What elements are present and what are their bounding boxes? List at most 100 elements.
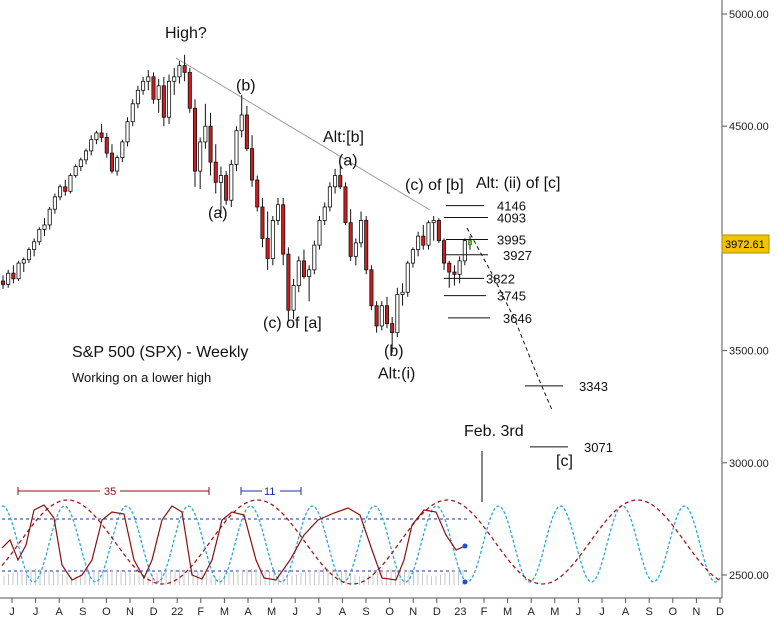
short-cycle-wave	[1, 505, 721, 583]
candle	[234, 126, 239, 172]
x-tick-label: A	[528, 606, 536, 618]
candle-body	[421, 235, 426, 246]
candle	[301, 249, 306, 279]
candle	[276, 198, 281, 225]
candle-body	[120, 141, 125, 159]
candle-body	[239, 114, 244, 132]
candle-body	[452, 271, 457, 275]
candle	[343, 182, 348, 225]
candle	[73, 164, 78, 178]
x-tick-label: N	[126, 606, 134, 618]
wave-label: [c]	[556, 453, 573, 470]
candle	[104, 132, 109, 158]
candle-body	[141, 80, 146, 91]
candle	[63, 180, 68, 196]
candle	[452, 265, 457, 286]
last-price-label: 3972.61	[725, 239, 765, 251]
indicator-histogram	[3, 569, 464, 585]
wave-label: Alt:(i)	[378, 366, 415, 383]
candle	[213, 144, 218, 194]
candle-body	[426, 222, 431, 246]
candle	[224, 171, 229, 205]
candle	[390, 316, 395, 353]
candle	[255, 175, 260, 212]
candle-body	[99, 132, 104, 138]
candle-body	[187, 71, 192, 109]
candle	[410, 247, 415, 268]
candle-body	[84, 150, 89, 161]
candle-body	[281, 204, 286, 255]
candle-body	[37, 229, 42, 243]
candle-body	[369, 269, 374, 307]
candle-body	[338, 175, 343, 188]
x-tick-label: M	[220, 606, 229, 618]
candle-body	[447, 262, 452, 273]
x-tick-label: A	[622, 606, 630, 618]
candle-body	[6, 272, 11, 285]
x-tick-label: N	[409, 606, 417, 618]
candle-body	[333, 175, 338, 188]
oscillator-end-dot-lower	[462, 579, 468, 585]
candle-body	[52, 196, 57, 210]
candle-body	[109, 152, 114, 172]
x-tick-label: J	[9, 606, 15, 618]
candle	[141, 76, 146, 95]
candle-body	[42, 224, 47, 230]
candle	[317, 215, 322, 250]
candle	[307, 265, 312, 302]
x-axis-ticks: J J A S O N D 22 F M A M J J A S O N D 23 F M A M J J A S O N D	[9, 598, 724, 618]
candle-body	[431, 220, 436, 224]
candle-body	[192, 107, 197, 172]
level-label-4093: 4093	[497, 211, 526, 226]
candle-body	[327, 186, 332, 208]
candle-body	[32, 241, 37, 251]
candle	[208, 112, 213, 176]
chart-subtitle: Working on a lower high	[72, 370, 211, 385]
candle-body	[343, 186, 348, 224]
x-tick-label: J	[599, 606, 605, 618]
cycle-11-label-bg	[262, 485, 280, 497]
x-tick-label: O	[669, 606, 678, 618]
candle-body	[198, 141, 203, 172]
candle	[115, 155, 120, 176]
candle	[374, 301, 379, 333]
wave-label: Feb. 3rd	[464, 423, 524, 440]
candle-body	[301, 260, 306, 277]
level-label-3646: 3646	[503, 311, 532, 326]
candle-body	[130, 103, 135, 123]
candle	[442, 238, 447, 270]
x-tick-label: J	[576, 606, 582, 618]
candle	[462, 238, 467, 266]
candle	[182, 54, 187, 82]
candle-body	[364, 220, 369, 271]
candle-body	[167, 80, 172, 118]
candle	[135, 85, 140, 109]
candle	[89, 135, 94, 156]
candle-body	[312, 244, 317, 271]
candle	[260, 198, 265, 248]
candle-body	[208, 125, 213, 163]
candle	[16, 260, 21, 282]
candle	[359, 211, 364, 248]
candle-body	[94, 132, 99, 141]
wave-label: (c) of [b]	[405, 177, 464, 194]
cycle-35-label: 35	[104, 486, 116, 498]
candle	[338, 165, 343, 190]
y-tick-label: 3000.00	[729, 458, 769, 470]
x-tick-label: S	[646, 606, 653, 618]
candle	[84, 148, 89, 165]
candle	[431, 215, 436, 241]
candle	[21, 257, 26, 273]
candle	[281, 198, 286, 266]
candle	[250, 135, 255, 187]
candle	[229, 159, 234, 207]
candle	[436, 218, 441, 243]
candle	[42, 218, 47, 237]
wave-label: (c) of [a]	[263, 315, 322, 332]
candle	[364, 215, 369, 275]
wave-label: High?	[165, 25, 207, 42]
candle-body	[467, 240, 473, 245]
candle	[333, 168, 338, 194]
candle	[353, 238, 358, 266]
